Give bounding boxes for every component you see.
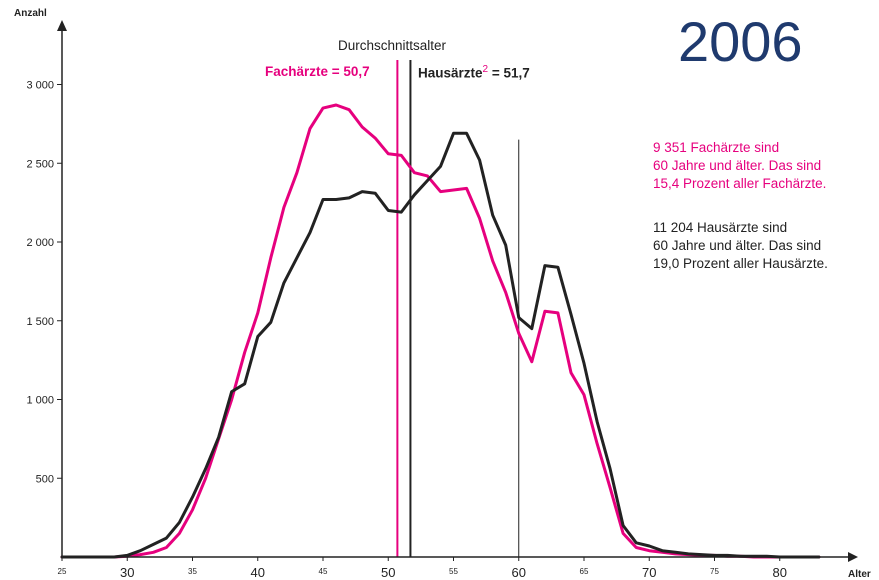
- fachaerzte-mean-label: Fachärzte = 50,7: [265, 64, 370, 79]
- x-tick-label: 60: [512, 565, 526, 580]
- y-tick-label: 2 000: [26, 237, 54, 249]
- y-axis-label: Anzahl: [14, 8, 47, 19]
- y-axis-arrow: [57, 20, 67, 31]
- hausaerzte-mean-text: Hausärzte: [418, 65, 483, 81]
- fachaerzte-note: 9 351 Fachärzte sind 60 Jahre und älter.…: [653, 139, 826, 193]
- footnote-marker: 2: [482, 64, 489, 75]
- hausaerzte-note-line: 11 204 Hausärzte sind: [653, 220, 788, 235]
- x-tick-label: 25: [58, 567, 67, 576]
- axes: 500 1 000 1 500 2 000 2 500 3 000 25 30 35 40 45 50…: [14, 8, 871, 580]
- x-tick-label: 45: [319, 567, 328, 576]
- mean-age-title: Durchschnittsalter: [338, 38, 447, 53]
- x-tick-label: 40: [251, 565, 265, 580]
- fachaerzte-note-line: 15,4 Prozent aller Fachärzte.: [653, 176, 827, 191]
- hausaerzte-mean-value: = 51,7: [488, 65, 530, 81]
- hausaerzte-note-line: 60 Jahre und älter. Das sind: [653, 238, 822, 253]
- x-tick-label: 65: [580, 567, 589, 576]
- x-tick-label: 80: [773, 565, 787, 580]
- x-tick-label: 50: [381, 565, 395, 580]
- hausaerzte-note-line: 19,0 Prozent aller Hausärzte.: [653, 256, 828, 271]
- x-tick-label: 70: [642, 565, 656, 580]
- y-tick-label: 500: [36, 473, 54, 485]
- x-axis-arrow: [848, 552, 858, 562]
- x-tick-label: 75: [710, 567, 719, 576]
- y-tick-label: 1 500: [26, 316, 54, 328]
- year-label: 2006: [678, 10, 803, 73]
- hausaerzte-mean-label: Hausärzte2 = 51,7: [418, 64, 530, 81]
- y-tick-label: 3 000: [26, 80, 54, 92]
- x-tick-label: 55: [449, 567, 458, 576]
- x-axis-label: Alter: [848, 569, 871, 580]
- series-layer: [60, 103, 821, 559]
- hausaerzte-note: 11 204 Hausärzte sind 60 Jahre und älter…: [653, 219, 828, 273]
- y-tick-label: 2 500: [26, 158, 54, 170]
- x-tick-label: 30: [120, 565, 134, 580]
- fachaerzte-note-line: 60 Jahre und älter. Das sind: [653, 158, 822, 173]
- fachaerzte-note-line: 9 351 Fachärzte sind: [653, 140, 780, 155]
- reference-lines: [396, 60, 520, 557]
- x-tick-label: 35: [188, 567, 197, 576]
- y-tick-label: 1 000: [26, 395, 54, 407]
- series-line-hausaerzte: [60, 131, 821, 559]
